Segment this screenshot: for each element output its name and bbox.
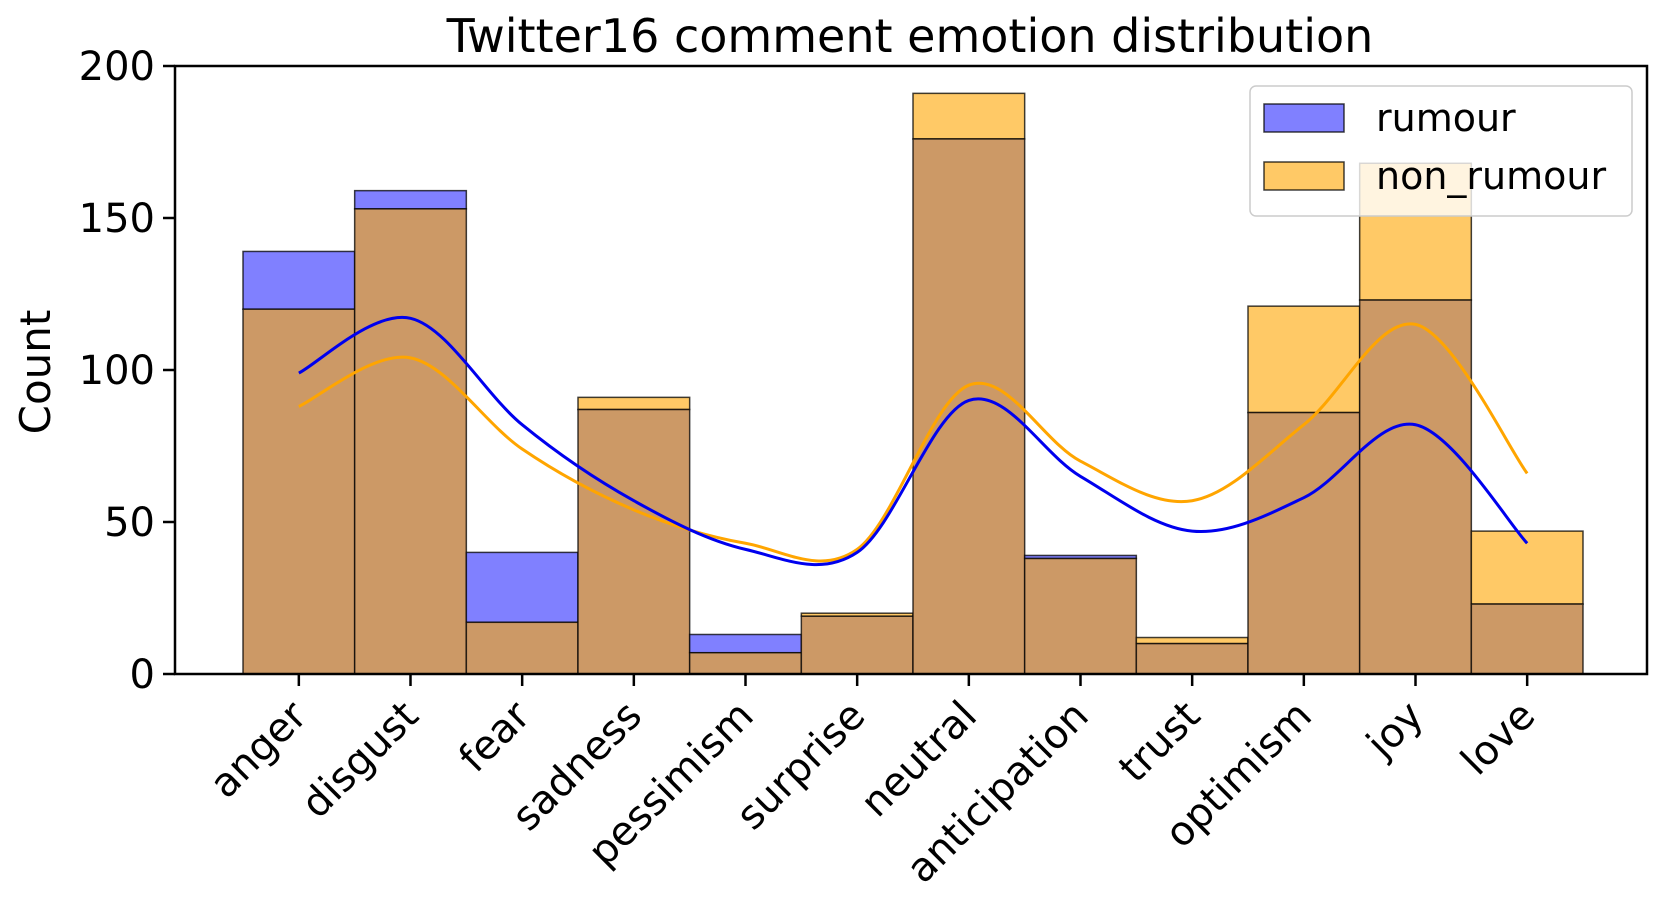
legend: rumour non_rumour (1249, 85, 1633, 217)
bar-overlap-anger (242, 308, 356, 675)
y-tick-label: 50 (104, 500, 155, 546)
bar-overlap-trust (1135, 642, 1249, 675)
legend-swatch-non_rumour (1263, 161, 1345, 191)
bar-non_rumour-sadness (577, 396, 691, 411)
bar-overlap-sadness (577, 408, 691, 675)
kde-line-non_rumour (298, 322, 1529, 563)
legend-box (1249, 85, 1633, 217)
bar-overlap-fear (465, 621, 579, 675)
x-tick-label-disgust: disgust (293, 693, 428, 828)
x-tick-label-fear: fear (450, 692, 539, 781)
y-tick-label: 150 (79, 196, 155, 242)
bar-non_rumour-trust (1135, 636, 1249, 645)
bar-overlap-love (1470, 603, 1584, 675)
bar-overlap-pessimism (688, 651, 803, 675)
y-tick-label: 100 (79, 348, 155, 394)
bar-overlap-optimism (1247, 411, 1361, 675)
kde-layer (298, 315, 1529, 567)
y-axis-label: Count (11, 310, 60, 435)
bar-overlap-anticipation (1023, 557, 1138, 675)
bar-rumour-fear (465, 551, 579, 624)
bar-non_rumour-optimism (1247, 305, 1361, 414)
legend-swatch-rumour (1263, 103, 1345, 133)
legend-label-rumour: rumour (1376, 96, 1516, 140)
bar-non_rumour-neutral (912, 92, 1026, 140)
y-tick-label: 200 (79, 44, 155, 90)
bar-overlap-neutral (912, 138, 1026, 675)
bar-overlap-surprise (800, 615, 914, 675)
y-tick-label: 0 (130, 652, 155, 698)
legend-label-non_rumour: non_rumour (1376, 154, 1606, 198)
bar-non_rumour-love (1470, 530, 1584, 605)
x-tick-label-joy: joy (1357, 693, 1432, 768)
bar-rumour-disgust (353, 189, 468, 210)
x-tick-label-trust: trust (1110, 693, 1209, 792)
bar-rumour-pessimism (688, 633, 803, 654)
chart-title: Twitter16 comment emotion distribution (446, 9, 1374, 63)
kde-line-rumour (298, 315, 1529, 567)
bar-overlap-joy (1358, 299, 1473, 675)
bar-overlap-disgust (353, 208, 468, 675)
x-tick-label-love: love (1452, 693, 1544, 785)
bar-rumour-anger (242, 250, 356, 310)
